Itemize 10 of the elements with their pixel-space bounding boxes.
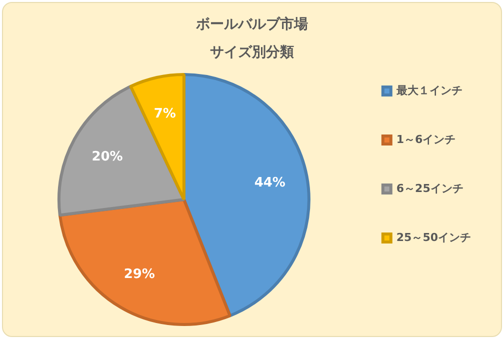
- data-label: 29%: [124, 267, 155, 282]
- data-label: 7%: [154, 106, 176, 122]
- legend-label: 25～50インチ: [396, 230, 472, 244]
- chart-title: ボールバルブ市場: [195, 16, 308, 33]
- data-label: 20%: [92, 150, 123, 165]
- legend-label: 6～25インチ: [396, 182, 464, 195]
- data-label: 44%: [254, 175, 286, 190]
- legend-label: 最大１インチ: [395, 84, 462, 97]
- chart-subtitle: サイズ別分類: [210, 44, 294, 61]
- legend-label: 1～6インチ: [396, 132, 456, 146]
